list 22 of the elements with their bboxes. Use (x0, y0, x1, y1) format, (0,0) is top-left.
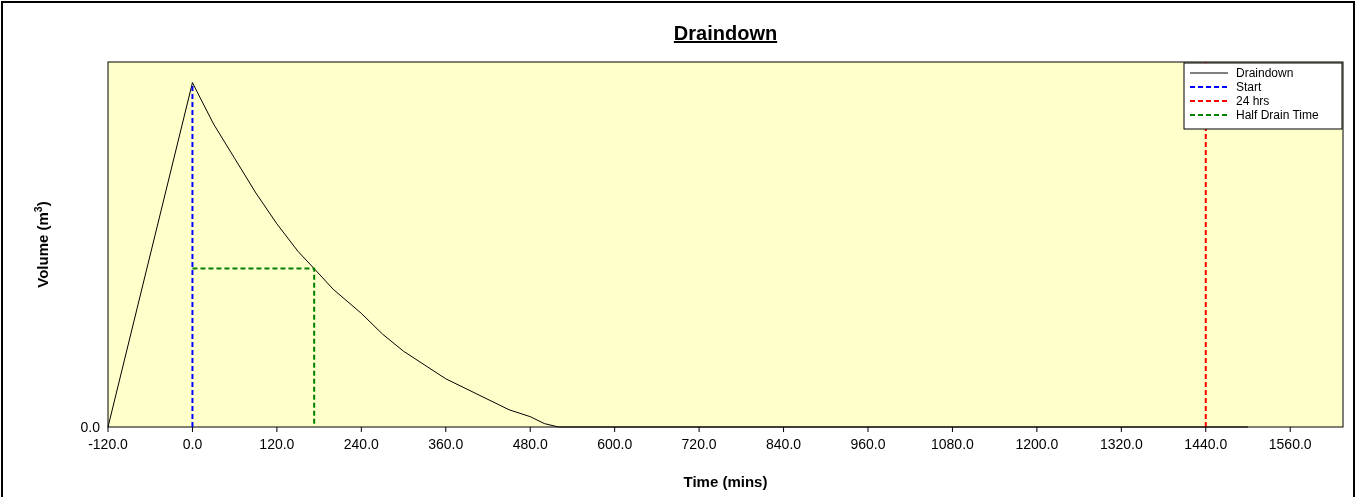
x-tick-label: -120.0 (88, 436, 129, 452)
x-tick-label: 480.0 (512, 436, 548, 452)
x-tick-label: 1200.0 (1015, 436, 1059, 452)
legend-label: Draindown (1236, 66, 1294, 80)
x-tick-label: 1440.0 (1184, 436, 1228, 452)
chart-title: Draindown (673, 22, 778, 44)
x-tick-label: 360.0 (428, 436, 464, 452)
x-tick-label: 1320.0 (1099, 436, 1143, 452)
text: 0.0 (80, 419, 101, 435)
x-tick-label: 600.0 (597, 436, 633, 452)
legend-label: Start (1236, 80, 1263, 94)
legend-label: Half Drain Time (1236, 108, 1320, 122)
x-tick-label: 240.0 (343, 436, 380, 452)
x-tick-label: 1080.0 (931, 436, 975, 452)
x-tick-label: 720.0 (681, 436, 717, 452)
x-tick-label: 840.0 (766, 436, 802, 452)
x-tick-label: 120.0 (259, 436, 295, 452)
x-axis-title: Time (mins) (683, 473, 768, 490)
x-tick-label: 1560.0 (1268, 436, 1312, 452)
x-tick-label: 0.0 (182, 436, 203, 452)
x-tick-label: 960.0 (850, 436, 886, 452)
ref-line-label: 24 hrs (1236, 94, 1270, 108)
